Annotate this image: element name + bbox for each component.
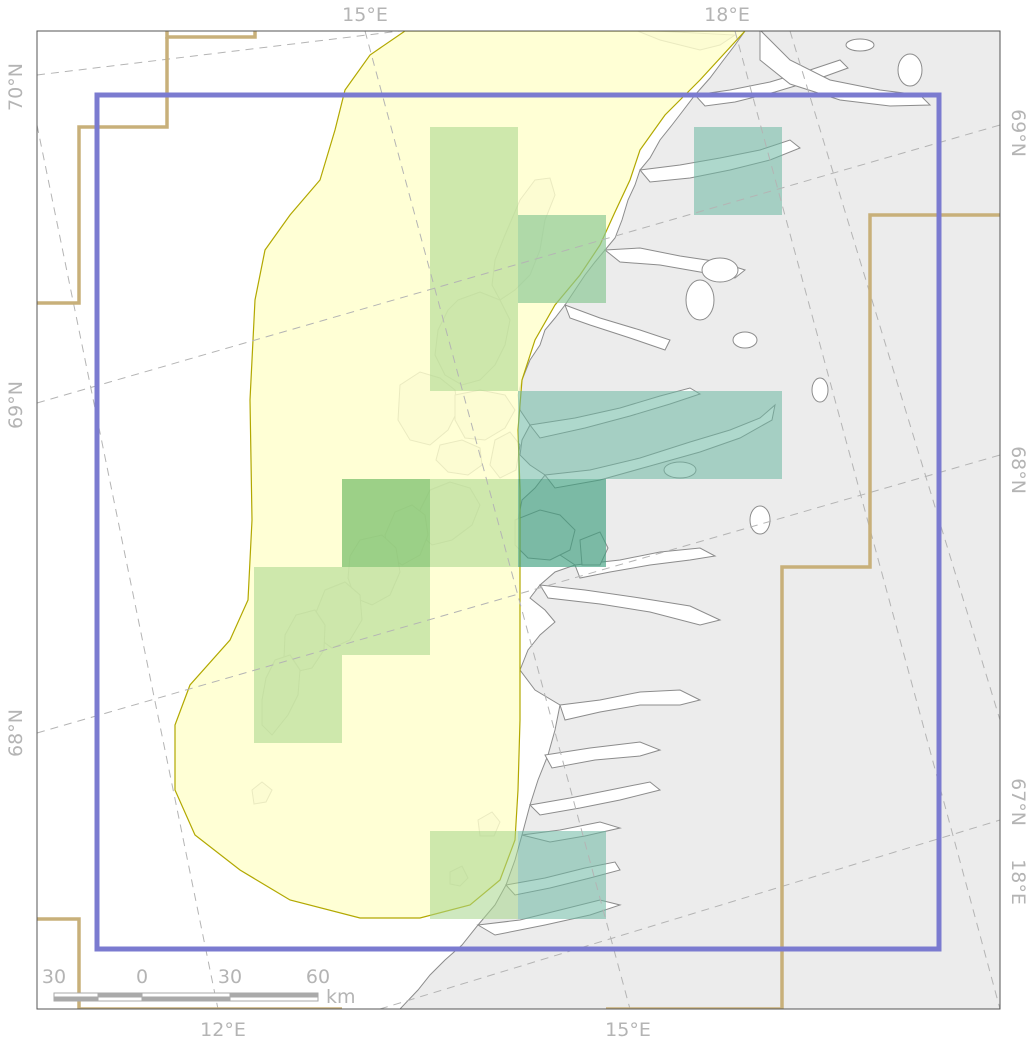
graticule-label-right: 69°N	[1007, 109, 1029, 157]
map-frame	[36, 30, 1001, 1010]
scale-label: 30	[218, 966, 242, 988]
tile	[430, 127, 518, 303]
scale-label: 30	[42, 966, 66, 988]
tile	[254, 567, 342, 743]
tile	[342, 479, 430, 655]
scale-unit: km	[326, 986, 356, 1008]
graticule-label-left: 69°N	[5, 381, 27, 429]
tile	[518, 831, 606, 919]
meridian-line	[37, 124, 219, 1009]
tiles	[254, 127, 782, 919]
tile	[518, 479, 606, 567]
scale-bar: 30 0 30 60 km	[42, 966, 356, 1008]
tile	[518, 215, 606, 303]
graticule-label-left: 68°N	[5, 709, 27, 757]
graticule-label-bottom: 12°E	[200, 1019, 246, 1041]
graticule	[37, 31, 1000, 1009]
tile	[694, 127, 782, 215]
graticule-label-bottom: 15°E	[605, 1019, 651, 1041]
graticule-label-top: 18°E	[704, 4, 750, 26]
graticule-labels: 15°E 18°E 12°E 15°E 70°N 69°N 68°N 69°N …	[5, 4, 1029, 1041]
tile	[430, 479, 518, 567]
tile	[518, 391, 782, 479]
tile	[342, 479, 430, 567]
tile	[430, 831, 518, 919]
graticule-label-right: 67°N	[1007, 778, 1029, 826]
tile	[430, 303, 518, 391]
meridian-line	[364, 31, 631, 1009]
scale-label: 0	[136, 966, 148, 988]
graticule-label-top: 15°E	[342, 4, 388, 26]
graticule-label-left: 70°N	[5, 63, 27, 111]
parallel-line	[37, 31, 401, 76]
map-body: 30 0 30 60 km	[37, 31, 1000, 1009]
study-area-box	[94, 92, 942, 952]
tile	[518, 215, 606, 303]
graticule-label-right: 18°E	[1007, 859, 1029, 905]
parallel-line	[379, 819, 1000, 1009]
graticule-label-right: 68°N	[1007, 446, 1029, 494]
scale-label: 60	[306, 966, 330, 988]
meridian-line	[734, 31, 1000, 1009]
